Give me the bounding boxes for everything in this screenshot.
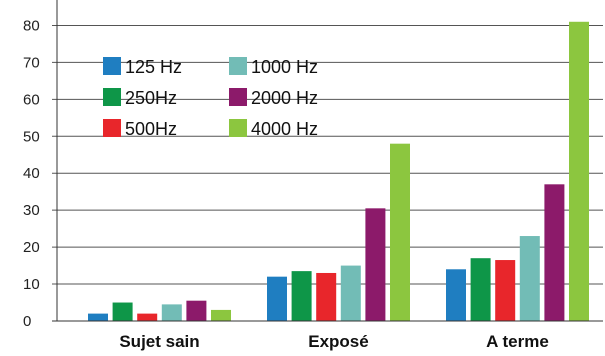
x-category-label: Exposé: [308, 332, 368, 351]
legend-label: 1000 Hz: [251, 57, 318, 77]
bar: [161, 304, 182, 321]
y-tick-label: 40: [23, 165, 40, 182]
bar: [88, 313, 108, 321]
bar: [470, 258, 491, 321]
legend-swatch: [103, 119, 121, 137]
bar: [291, 271, 312, 321]
legend-swatch: [103, 57, 121, 75]
legend-label: 2000 Hz: [251, 88, 318, 108]
bar: [186, 300, 207, 321]
legend-swatch: [103, 88, 121, 106]
y-tick-label: 20: [23, 239, 40, 256]
legend-label: 4000 Hz: [251, 119, 318, 139]
x-category-label: A terme: [486, 332, 549, 351]
y-tick-label: 50: [23, 128, 40, 145]
bar: [544, 184, 565, 321]
legend-label: 500Hz: [125, 119, 177, 139]
bar: [340, 265, 361, 321]
bar: [365, 208, 386, 321]
y-tick-label: 60: [23, 91, 40, 108]
y-tick-label: 0: [23, 313, 31, 330]
bar: [495, 260, 516, 321]
gridlines: [52, 24, 603, 285]
legend-swatch: [229, 119, 247, 137]
bar: [390, 143, 410, 321]
y-tick-label: 10: [23, 276, 40, 293]
legend-swatch: [229, 88, 247, 106]
legend-swatch: [229, 57, 247, 75]
legend-label: 125 Hz: [125, 57, 182, 77]
legend: 125 Hz 250Hz 500Hz 1000 Hz 2000 Hz 4000 Hz: [103, 57, 318, 139]
y-tick-label: 30: [23, 202, 40, 219]
bar: [211, 309, 231, 321]
bar: [519, 236, 540, 321]
y-axis: 0 10 20 30 40 50 60 70 80: [23, 0, 58, 330]
bar: [316, 272, 337, 321]
bar: [112, 302, 133, 321]
y-tick-label: 80: [23, 17, 40, 34]
bar: [267, 276, 287, 321]
bar: [137, 313, 158, 321]
bars: [88, 21, 589, 322]
y-tick-label: 70: [23, 54, 40, 71]
x-category-label: Sujet sain: [119, 332, 199, 351]
legend-label: 250Hz: [125, 88, 177, 108]
bar: [446, 269, 466, 321]
bar: [569, 21, 589, 322]
x-axis: Sujet sain Exposé A terme: [52, 320, 603, 351]
